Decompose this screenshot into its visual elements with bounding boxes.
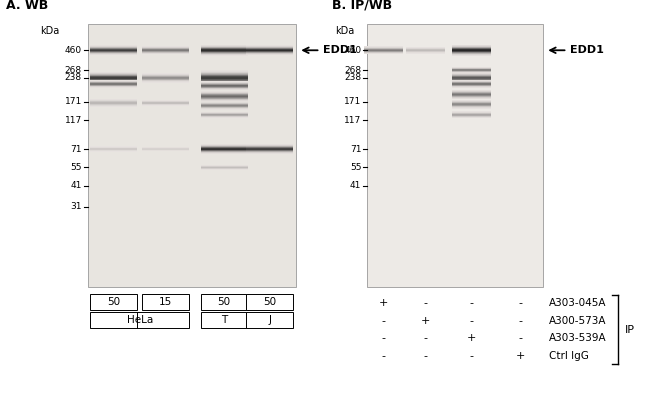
Text: +: + <box>379 298 388 308</box>
Text: 238: 238 <box>344 73 361 83</box>
Text: 55: 55 <box>70 163 82 172</box>
Bar <box>90 312 189 328</box>
Text: A. WB: A. WB <box>6 0 49 12</box>
Text: 55: 55 <box>350 163 361 172</box>
Bar <box>90 294 137 310</box>
Bar <box>201 75 248 76</box>
Text: 15: 15 <box>159 297 172 308</box>
Text: -: - <box>518 316 522 326</box>
Text: A303-045A: A303-045A <box>549 298 606 308</box>
Text: -: - <box>382 351 385 361</box>
Text: kDa: kDa <box>335 26 354 36</box>
Text: 50: 50 <box>218 297 231 308</box>
Bar <box>201 83 248 84</box>
Bar <box>201 70 248 71</box>
Bar <box>201 71 248 72</box>
Text: +: + <box>421 316 430 326</box>
Text: 238: 238 <box>65 73 82 83</box>
Bar <box>201 76 248 77</box>
Text: 460: 460 <box>65 46 82 55</box>
Text: 50: 50 <box>107 297 120 308</box>
Bar <box>201 73 248 74</box>
Text: 117: 117 <box>64 116 82 124</box>
Text: -: - <box>518 298 522 308</box>
Bar <box>201 79 248 80</box>
Text: 41: 41 <box>71 182 82 190</box>
Bar <box>201 74 248 75</box>
Text: 460: 460 <box>344 46 361 55</box>
Text: -: - <box>518 333 522 344</box>
Text: 31: 31 <box>70 202 82 211</box>
Text: -: - <box>424 333 428 344</box>
Text: +: + <box>515 351 525 361</box>
Text: -: - <box>382 316 385 326</box>
Text: EDD1: EDD1 <box>323 45 357 55</box>
Bar <box>246 294 293 310</box>
Bar <box>201 294 248 310</box>
Text: A300-573A: A300-573A <box>549 316 606 326</box>
Bar <box>201 80 248 81</box>
Text: 71: 71 <box>350 144 361 154</box>
Text: 171: 171 <box>344 97 361 106</box>
Bar <box>201 76 248 77</box>
Text: -: - <box>382 333 385 344</box>
Bar <box>367 24 543 287</box>
Text: -: - <box>469 316 473 326</box>
Text: 268: 268 <box>344 65 361 75</box>
Text: kDa: kDa <box>40 26 60 36</box>
Text: B. IP/WB: B. IP/WB <box>332 0 391 12</box>
Text: -: - <box>469 298 473 308</box>
Bar <box>201 77 248 78</box>
Bar <box>201 84 248 85</box>
Text: 41: 41 <box>350 182 361 190</box>
Text: HeLa: HeLa <box>127 315 153 325</box>
Text: -: - <box>424 298 428 308</box>
Text: A303-539A: A303-539A <box>549 333 607 344</box>
Text: -: - <box>424 351 428 361</box>
Bar <box>201 78 248 79</box>
Text: Ctrl IgG: Ctrl IgG <box>549 351 589 361</box>
Bar <box>246 312 293 328</box>
Text: T: T <box>221 315 228 325</box>
Bar <box>201 83 248 84</box>
Text: J: J <box>268 315 271 325</box>
Bar <box>201 72 248 73</box>
Text: 171: 171 <box>64 97 82 106</box>
Bar <box>88 24 296 287</box>
Bar <box>201 81 248 82</box>
Text: 71: 71 <box>70 144 82 154</box>
Text: EDD1: EDD1 <box>570 45 604 55</box>
Text: 268: 268 <box>65 65 82 75</box>
Text: 117: 117 <box>344 116 361 124</box>
Text: 50: 50 <box>263 297 276 308</box>
Text: -: - <box>469 351 473 361</box>
Bar <box>201 312 248 328</box>
Text: +: + <box>467 333 476 344</box>
Text: IP: IP <box>625 324 635 335</box>
Bar <box>142 294 189 310</box>
Bar <box>201 82 248 83</box>
